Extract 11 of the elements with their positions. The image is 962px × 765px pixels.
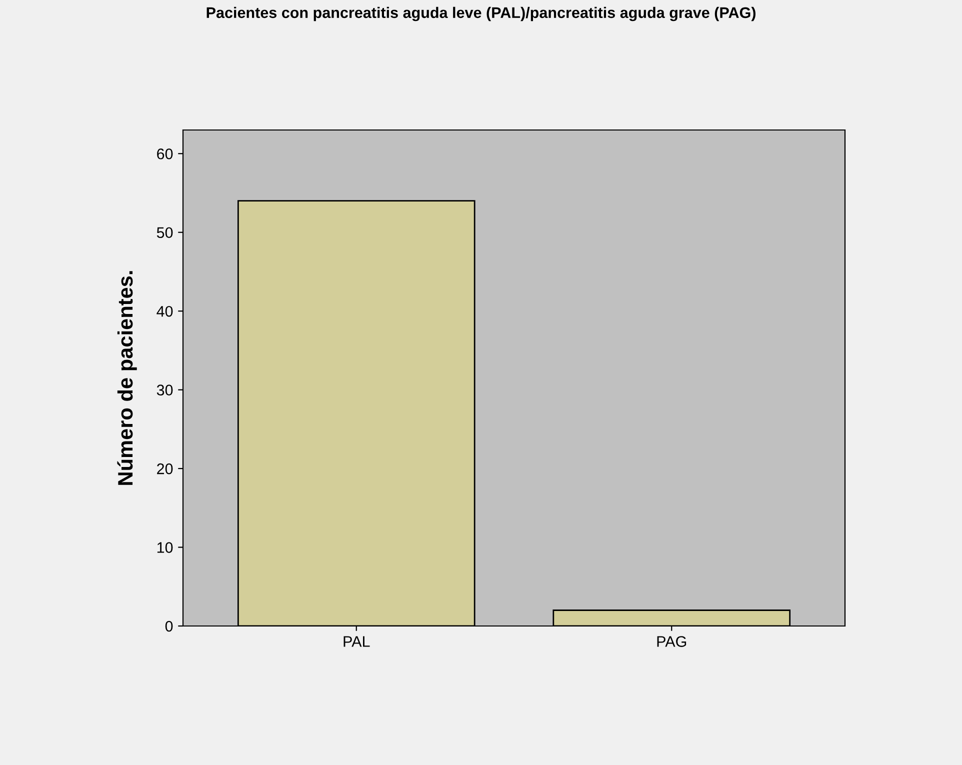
chart-title: Pacientes con pancreatitis aguda leve (PAL)/pancreatitis aguda grave (PAG) bbox=[206, 6, 756, 22]
y-tick-label: 10 bbox=[157, 542, 173, 553]
y-tick-label: 30 bbox=[156, 384, 173, 396]
y-tick-label: 60 bbox=[157, 148, 173, 160]
y-tick-label: 50 bbox=[156, 227, 173, 238]
y-tick-label: 0 bbox=[165, 620, 173, 632]
y-axis-title: Número de pacientes. bbox=[117, 271, 137, 485]
x-tick-label: PAG bbox=[657, 636, 686, 647]
y-tick-label: 20 bbox=[157, 463, 173, 474]
y-tick-label: 40 bbox=[156, 306, 173, 317]
x-tick-label: PAL bbox=[344, 636, 370, 647]
